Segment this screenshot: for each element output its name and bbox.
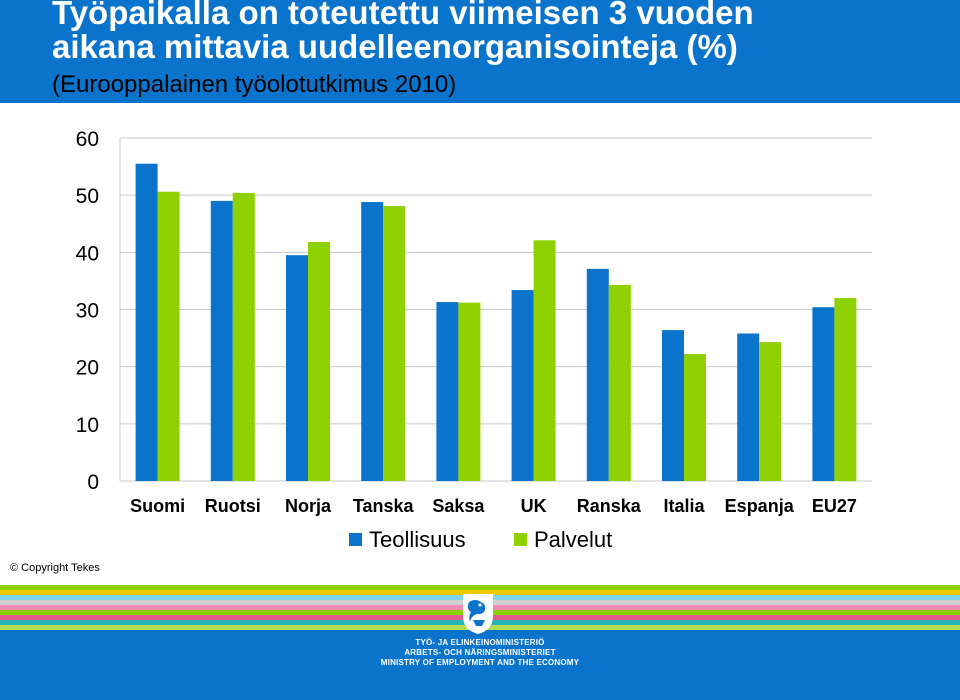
y-tick-label: 40: [76, 242, 99, 265]
x-tick-label: Italia: [663, 496, 705, 516]
footer-stripe: [0, 590, 960, 595]
x-tick-label: EU27: [812, 496, 857, 516]
bar-palvelut: [759, 342, 782, 481]
legend-swatch: [349, 533, 362, 546]
bar-teollisuus: [210, 200, 233, 481]
bar-chart: 0 10 20 30 40 50 60 Suomi Ruotsi Norja Tanska Saksa…: [76, 128, 872, 552]
bar-teollisuus: [586, 268, 609, 481]
legend-label: Palvelut: [534, 527, 612, 552]
x-tick-label: Suomi: [130, 496, 185, 516]
bar-palvelut: [684, 354, 706, 481]
bar-palvelut: [308, 242, 330, 481]
lion-crest-icon: [463, 594, 493, 634]
title-line-1: Työpaikalla on toteutettu viimeisen 3 vu…: [52, 0, 754, 31]
bar-teollisuus: [436, 302, 459, 481]
title-line-2: aikana mittavia uudelleenorganisointeja …: [52, 28, 738, 65]
bar-palvelut: [383, 206, 406, 482]
ministry-name: TYÖ- JA ELINKEINOMINISTERIÖ ARBETS- OCH …: [330, 638, 630, 668]
bar-palvelut: [608, 284, 631, 481]
bar-teollisuus: [662, 330, 684, 481]
copyright-notice: © Copyright Tekes: [10, 562, 100, 574]
x-tick-label: UK: [521, 496, 547, 516]
y-tick-label: 60: [76, 128, 99, 151]
bar-teollisuus: [135, 163, 158, 481]
bar-palvelut: [834, 298, 857, 481]
legend-label: Teollisuus: [369, 527, 466, 552]
bar-teollisuus: [511, 290, 534, 481]
x-tick-label: Espanja: [725, 496, 795, 516]
x-tick-label: Ruotsi: [205, 496, 261, 516]
bar-palvelut: [533, 240, 556, 481]
ministry-name-fi: TYÖ- JA ELINKEINOMINISTERIÖ: [415, 638, 545, 647]
y-tick-label: 50: [76, 185, 99, 208]
ministry-name-en: MINISTRY OF EMPLOYMENT AND THE ECONOMY: [380, 658, 580, 667]
bar-palvelut: [458, 302, 481, 481]
y-tick-label: 30: [76, 300, 99, 323]
bar-teollisuus: [812, 307, 835, 481]
y-tick-label: 20: [76, 357, 99, 380]
y-tick-label: 0: [87, 471, 99, 494]
ministry-footer: TYÖ- JA ELINKEINOMINISTERIÖ ARBETS- OCH …: [0, 585, 960, 700]
bar-palvelut: [157, 191, 180, 481]
footer-stripe: [0, 585, 960, 590]
title-banner: Työpaikalla on toteutettu viimeisen 3 vu…: [0, 0, 960, 103]
x-tick-label: Ranska: [577, 496, 642, 516]
x-tick-label: Norja: [285, 496, 332, 516]
bar-palvelut: [232, 192, 255, 481]
page-title: Työpaikalla on toteutettu viimeisen 3 vu…: [52, 0, 952, 64]
x-tick-label: Saksa: [432, 496, 485, 516]
page-subtitle: (Eurooppalainen työolotutkimus 2010): [52, 71, 457, 98]
x-tick-label: Tanska: [353, 496, 415, 516]
ministry-name-sv: ARBETS- OCH NÄRINGSMINISTERIET: [404, 648, 556, 657]
bar-teollisuus: [361, 202, 384, 481]
legend-swatch: [514, 533, 527, 546]
bar-teollisuus: [286, 255, 308, 481]
y-tick-label: 10: [76, 414, 99, 437]
bar-teollisuus: [737, 333, 760, 481]
